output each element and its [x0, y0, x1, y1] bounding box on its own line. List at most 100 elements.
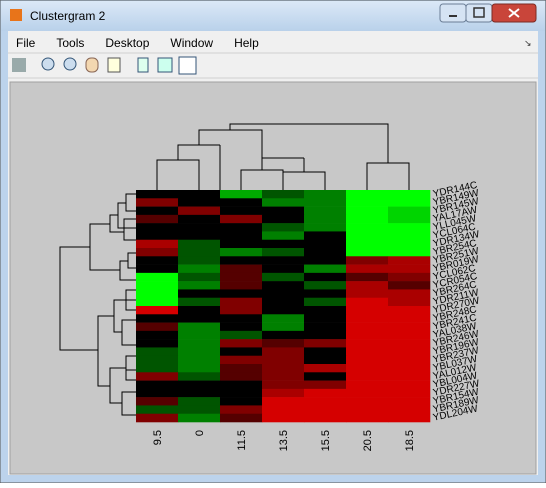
heatmap-cell	[346, 388, 389, 398]
heatmap-cell	[304, 314, 347, 323]
maximize-button[interactable]	[465, 3, 493, 23]
heatmap-cell	[388, 206, 431, 216]
heatmap-cell	[304, 347, 347, 357]
heatmap-cell	[262, 256, 305, 265]
zoom-in-button[interactable]	[41, 57, 55, 71]
heatmap-cell	[220, 306, 263, 315]
row-dendrogram	[59, 193, 136, 416]
heatmap-cell	[136, 405, 179, 415]
heatmap-cell	[346, 239, 389, 249]
heatmap-cell	[346, 355, 389, 365]
heatmap-cell	[262, 347, 305, 357]
heatmap-cell	[388, 281, 431, 290]
heatmap-cell	[178, 413, 221, 423]
heatmap-cell	[262, 339, 305, 348]
heatmap-cell	[136, 413, 179, 423]
heatmap-cell	[136, 397, 179, 406]
heatmap-cell	[346, 339, 389, 348]
heatmap-cell	[220, 314, 263, 323]
heatmap-cell	[388, 347, 431, 357]
menu-item[interactable]: Desktop	[105, 36, 149, 50]
heatmap-cell	[304, 405, 347, 415]
heatmap-cell	[304, 239, 347, 249]
heatmap-cell	[304, 388, 347, 398]
heatmap-cell	[220, 364, 263, 373]
heatmap-cell	[136, 297, 179, 307]
heatmap-cell	[220, 223, 263, 232]
heatmap-cell	[178, 231, 221, 241]
minimize-button[interactable]	[439, 3, 467, 23]
heatmap-cell	[304, 322, 347, 332]
heatmap-cell	[346, 198, 389, 207]
heatmap-cell	[388, 388, 431, 398]
heatmap-cell	[178, 330, 221, 340]
heatmap-cell	[220, 281, 263, 290]
heatmap-cell	[220, 388, 263, 398]
heatmap-cell	[262, 281, 305, 290]
heatmap-cell	[346, 289, 389, 299]
heatmap-cell	[304, 355, 347, 365]
menu-item[interactable]: Help	[234, 36, 259, 50]
app-icon	[10, 9, 22, 21]
heatmap-cell	[304, 372, 347, 381]
menu-item[interactable]: Tools	[56, 36, 84, 50]
heatmap-cell	[304, 289, 347, 299]
heatmap-cell	[220, 372, 263, 381]
heatmap-cell	[346, 322, 389, 332]
heatmap-cell	[178, 206, 221, 216]
heatmap-cell	[178, 388, 221, 398]
zoom-out-button[interactable]	[63, 57, 77, 71]
heatmap-cell	[346, 372, 389, 381]
heatmap-cell	[262, 330, 305, 340]
heatmap-cell	[262, 388, 305, 398]
heatmap-cell	[220, 198, 263, 207]
minimize-icon	[449, 15, 457, 17]
heatmap-cell	[136, 372, 179, 381]
heatmap-cell	[220, 330, 263, 340]
menu-item[interactable]: Window	[170, 36, 213, 50]
heatmap-cell	[262, 198, 305, 207]
heatmap-cell	[346, 297, 389, 307]
heatmap-cell	[136, 206, 179, 216]
heatmap-cell	[178, 223, 221, 232]
print-button[interactable]	[12, 58, 26, 72]
heatmap-cell	[178, 405, 221, 415]
heatmap-cell	[304, 380, 347, 390]
heatmap-cell	[262, 223, 305, 232]
menu-item[interactable]: File	[16, 36, 36, 50]
heatmap-cell	[262, 248, 305, 257]
heatmap-cell	[178, 322, 221, 332]
heatmap-cell	[304, 231, 347, 241]
colorbar-button[interactable]	[137, 57, 149, 73]
heatmap-cell	[388, 306, 431, 315]
heatmap-cell	[262, 264, 305, 274]
heatmap-cell	[388, 380, 431, 390]
heatmap-cell	[136, 339, 179, 348]
heatmap-cell	[136, 355, 179, 365]
menu-dock-arrow[interactable]: ↘	[524, 38, 532, 48]
heatmap-cell	[136, 190, 179, 199]
heatmap-cell	[388, 405, 431, 415]
column-label: 13.5	[278, 430, 290, 451]
heatmap-cell	[346, 223, 389, 232]
datacursor-button[interactable]	[107, 57, 121, 73]
heatmap-cell	[136, 289, 179, 299]
pan-button[interactable]	[85, 57, 99, 73]
heatmap-cell	[178, 248, 221, 257]
heatmap-cell	[178, 339, 221, 348]
column-label: 20.5	[362, 430, 374, 451]
heatmap-cell	[346, 347, 389, 357]
heatmap-cell	[388, 198, 431, 207]
heatmap-cell	[262, 314, 305, 323]
export-button[interactable]	[157, 57, 173, 73]
figure-button[interactable]	[178, 56, 197, 75]
heatmap-cell	[262, 380, 305, 390]
heatmap-cell	[388, 239, 431, 249]
heatmap-cell	[388, 248, 431, 257]
heatmap-cell	[388, 297, 431, 307]
heatmap-cell	[178, 306, 221, 315]
heatmap-cell	[388, 372, 431, 381]
heatmap-cell	[220, 289, 263, 299]
heatmap-cell	[262, 355, 305, 365]
heatmap-cell	[346, 413, 389, 423]
